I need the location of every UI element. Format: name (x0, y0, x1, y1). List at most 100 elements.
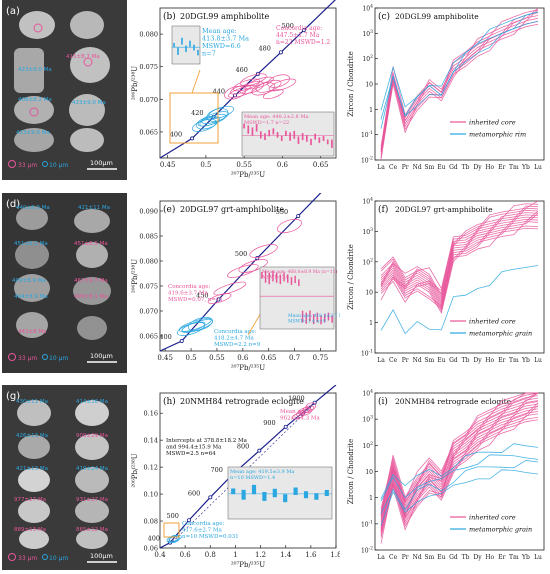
x-tick-label-0: La (377, 164, 385, 171)
x-tick-label-3: 0.6 (237, 354, 249, 362)
core-pattern-10 (380, 205, 539, 299)
y-tick-label-4: 0.085 (139, 233, 158, 241)
inset-b2-bar-13 (297, 136, 300, 144)
age-box-e1-line-2: MSWD=0.07, n=11 (168, 297, 223, 303)
concordia-age-label-3: 460 (236, 66, 248, 74)
core-pattern-10 (380, 397, 539, 523)
x-tick-label-5: 1.4 (280, 551, 292, 559)
y-tick-label-4: 104 (362, 389, 373, 398)
concordia-box-h-line-1: 417.6±2.7 Ma (182, 528, 222, 534)
y-axis-label: Zircon / Chondrite (347, 244, 355, 310)
rim-pattern-0 (380, 265, 539, 335)
y-tick-label--1: 10-1 (361, 519, 373, 528)
concordia-age-label-6: 1000 (288, 395, 305, 403)
x-axis-label: ²⁰⁷Pb/²³⁵U (231, 171, 265, 179)
inset-e-text2-line-1: MSWD=1.4 n=9 (288, 319, 326, 325)
cl-spot2-g: 10 μm (49, 555, 68, 562)
concordia-box-h-line-2: n=10 MSWD=0.031 (182, 534, 239, 540)
concordia-age-label-1: 420 (191, 109, 203, 117)
inset-e-bar-16 (320, 315, 322, 325)
y-tick-label-3: 103 (362, 415, 373, 424)
ree-chart-c: 10-2 10-1 1 10 102 103 104 La Ce Pr Nd Sm Eu Gd Tb Dy Ho… (347, 4, 545, 171)
core-pattern-7 (380, 9, 539, 150)
inset-b2-bar-0 (243, 123, 245, 129)
concordia-node-1 (186, 518, 191, 523)
cl-age-d-4: 451±8.5 Ma (74, 241, 108, 247)
y-tick-label--1: 10-1 (361, 349, 373, 358)
core-pattern-4 (380, 405, 539, 530)
inset-b2-bar-7 (272, 128, 275, 135)
inset-h-bar-1 (241, 489, 246, 500)
x-tick-label-6: Gd (449, 357, 458, 364)
y-tick-label-4: 0.14 (144, 437, 158, 445)
core-pattern-4 (380, 9, 539, 150)
ellipse-core-4 (213, 281, 247, 296)
concordia-node-5 (301, 28, 306, 33)
y-tick-label-2: 0.10 (144, 491, 158, 499)
ree-chart-i: 10-2 10-1 1 10 102 103 104 La Ce Pr Nd Sm Eu Gd Tb Dy Ho… (347, 389, 545, 561)
chart-title: 20NMH84 retrograde eclogite (180, 397, 304, 406)
concordia-age-label-2: 500 (235, 250, 247, 258)
core-pattern-12 (380, 395, 539, 520)
inset-h-text-line-1: n=10 MSWD=1.4 (230, 475, 275, 481)
ellipse-core-3 (305, 402, 317, 411)
inset-e-bar-12 (305, 312, 307, 324)
ellipse-core-3 (276, 218, 302, 234)
ellipse-core-3 (224, 86, 246, 100)
x-tick-label-3: 1 (233, 551, 237, 559)
core-pattern-6 (380, 402, 539, 528)
y-tick-label-1: 10 (365, 82, 373, 89)
inset-b2-bar-19 (322, 135, 325, 141)
concordia-age-label-4: 480 (258, 44, 270, 52)
age-box-e1-line-1: 419.6±3.7 Ma (168, 291, 208, 297)
x-tick-label-2: 0.55 (209, 354, 225, 362)
inset-b1-bar-0 (173, 42, 175, 48)
concordia-chart-h: 0.4 0.6 0.8 1 1.2 1.4 1.6 1.8 0.06 0.08 0.10 0.12 0.… (131, 384, 342, 569)
x-tick-label-9: Ho (485, 554, 494, 561)
core-pattern-6 (380, 210, 539, 303)
x-tick-label-9: Ho (485, 357, 494, 364)
cl-age-g-7: 977±27 Ma (14, 497, 46, 503)
x-tick-label-6: 0.75 (313, 354, 329, 362)
y-tick-label-3: 103 (362, 227, 373, 236)
ellipse-core-2 (249, 244, 278, 258)
inset-e-bar-19 (331, 315, 333, 323)
inset-e-bar-9 (294, 275, 296, 284)
ree-chart-f: 10-1 1 10 102 103 104 La Ce Pr Nd Sm Eu Gd Tb Dy Ho Er Tm… (347, 197, 545, 364)
inset-b1-bar-6 (197, 49, 199, 56)
inset-e-bar-0 (261, 271, 263, 279)
panel-f: 10-1 1 10 102 103 104 La Ce Pr Nd Sm Eu Gd Tb Dy Ho Er Tm… (345, 193, 548, 373)
x-tick-label-5: Eu (437, 554, 445, 561)
zoom-box-b (169, 92, 219, 144)
x-tick-label-4: Sm (424, 554, 434, 561)
cl-age-d-8: 499±8.1 Ma (74, 294, 108, 300)
concordia-age-label-3: 700 (210, 466, 222, 474)
core-pattern-13 (380, 392, 539, 514)
x-tick-label-1: 0.5 (185, 354, 196, 362)
inset-b1-bar-5 (193, 44, 195, 51)
concordia-node-5 (283, 424, 288, 429)
inset-b2-bar-9 (280, 135, 283, 141)
concordia-box-b-line-0: Concordia age: (276, 25, 322, 32)
chart-title: 20NMH84 retrograde eclogite (395, 397, 512, 406)
cl-spot2-a: 10 μm (49, 162, 68, 169)
y-tick-label-0: 0.06 (144, 545, 158, 553)
inset-b2-bar-3 (255, 124, 258, 132)
age-box-e2-line-1: 418.2±4.7 Ma (214, 336, 254, 342)
inset-e-text-line-1: MSWD=3.6 (262, 275, 289, 281)
core-pattern-15 (380, 392, 539, 512)
x-tick-label-11: Tm (509, 554, 519, 561)
core-pattern-11 (380, 401, 539, 517)
cl-age-a-2: 415±8.7 Ma (66, 54, 100, 60)
inset-h-bar-0 (231, 488, 236, 495)
concordia-age-label-2: 440 (213, 87, 225, 95)
cl-scale-g: 100μm (90, 552, 113, 560)
cl-panel-a: (a) 423±9.0 Ma 415±8.7 Ma 408±8.2 Ma 423… (2, 0, 127, 180)
legend-label-core: inherited core (469, 119, 516, 127)
x-tick-label-10: Er (498, 164, 505, 171)
core-pattern-1 (380, 221, 539, 315)
x-tick-label-8: Dy (474, 554, 483, 561)
inset-b1-bar-4 (189, 40, 191, 47)
cl-spot-d: 33 μm (18, 355, 37, 362)
y-tick-label-1: 0.08 (144, 518, 158, 526)
